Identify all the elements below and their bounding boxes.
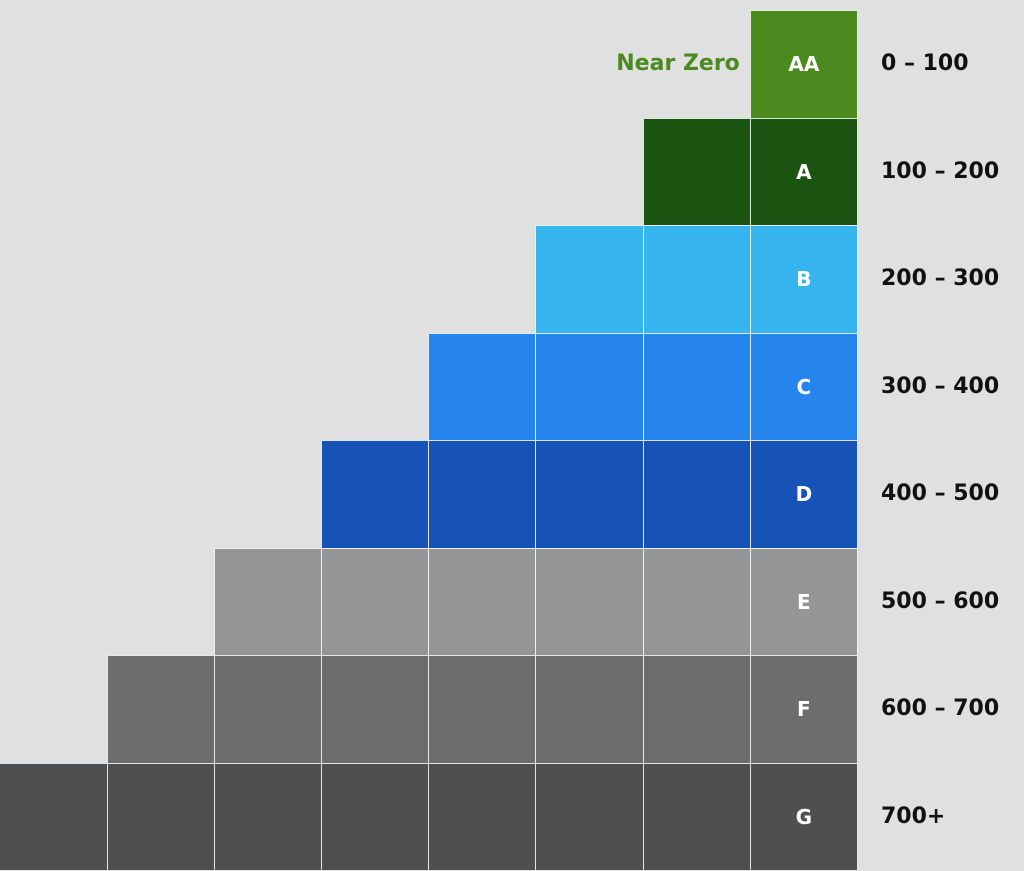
grade-label: A bbox=[796, 160, 811, 184]
grade-cell-a: A bbox=[750, 118, 858, 227]
range-label: 200 – 300 bbox=[881, 225, 999, 333]
grade-block bbox=[214, 548, 322, 657]
grade-block bbox=[107, 655, 215, 764]
grade-block bbox=[428, 655, 536, 764]
grade-label: AA bbox=[788, 52, 819, 76]
range-label: 0 – 100 bbox=[881, 10, 969, 118]
grade-label: F bbox=[797, 697, 811, 721]
grade-block bbox=[643, 118, 751, 227]
range-label: 600 – 700 bbox=[881, 655, 999, 763]
grade-block bbox=[535, 440, 643, 549]
grade-block bbox=[643, 440, 751, 549]
grade-cell-g: G bbox=[750, 763, 858, 871]
grade-block bbox=[535, 225, 643, 334]
near-zero-annotation: Near Zero bbox=[490, 10, 740, 118]
grade-cell-f: F bbox=[750, 655, 858, 764]
grade-block bbox=[643, 333, 751, 442]
grade-cell-c: C bbox=[750, 333, 858, 442]
grade-cell-aa: AA bbox=[750, 10, 858, 119]
grade-block bbox=[107, 763, 215, 871]
grade-block bbox=[643, 548, 751, 657]
grade-block bbox=[321, 655, 429, 764]
grade-block bbox=[428, 548, 536, 657]
grade-block bbox=[428, 763, 536, 871]
grade-block bbox=[321, 548, 429, 657]
grade-label: D bbox=[796, 482, 813, 506]
grade-block bbox=[214, 763, 322, 871]
grade-block bbox=[428, 333, 536, 442]
grade-block bbox=[643, 225, 751, 334]
grade-block bbox=[0, 763, 108, 871]
grade-block bbox=[321, 440, 429, 549]
grade-block bbox=[643, 655, 751, 764]
grade-block bbox=[535, 763, 643, 871]
grade-label: G bbox=[796, 805, 812, 829]
grade-cell-b: B bbox=[750, 225, 858, 334]
range-label: 700+ bbox=[881, 763, 945, 871]
grade-label: B bbox=[796, 267, 811, 291]
grade-cell-e: E bbox=[750, 548, 858, 657]
grade-block bbox=[535, 655, 643, 764]
grade-block bbox=[643, 763, 751, 871]
grade-block bbox=[428, 440, 536, 549]
grade-cell-d: D bbox=[750, 440, 858, 549]
grade-label: E bbox=[797, 590, 811, 614]
grade-block bbox=[535, 333, 643, 442]
range-label: 500 – 600 bbox=[881, 548, 999, 656]
grade-label: C bbox=[797, 375, 812, 399]
range-label: 100 – 200 bbox=[881, 118, 999, 226]
grade-block bbox=[214, 655, 322, 764]
grade-block bbox=[535, 548, 643, 657]
range-label: 400 – 500 bbox=[881, 440, 999, 548]
grade-block bbox=[321, 763, 429, 871]
range-label: 300 – 400 bbox=[881, 333, 999, 441]
